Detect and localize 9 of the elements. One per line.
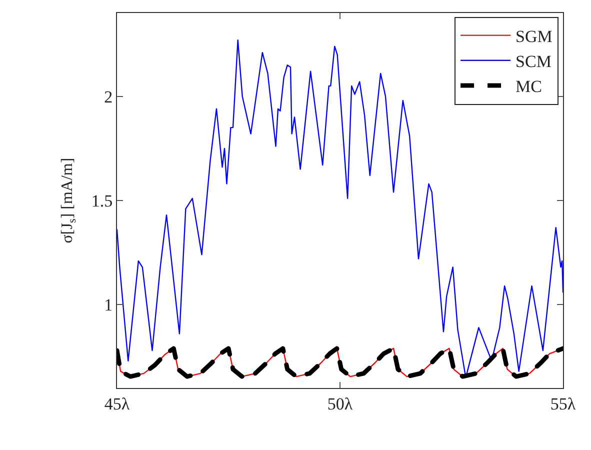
x-tick-label: 50λ bbox=[327, 394, 354, 414]
y-tick-label: 1.5 bbox=[91, 191, 113, 210]
x-tick-label: 45λ bbox=[104, 394, 130, 414]
legend-label: SCM bbox=[516, 52, 552, 72]
y-tick-label: 2 bbox=[104, 87, 113, 106]
legend-label: MC bbox=[516, 77, 542, 96]
x-tick-label: 55λ bbox=[550, 394, 576, 414]
legend-label: SGM bbox=[516, 26, 552, 46]
y-tick-label: 1 bbox=[104, 296, 113, 315]
